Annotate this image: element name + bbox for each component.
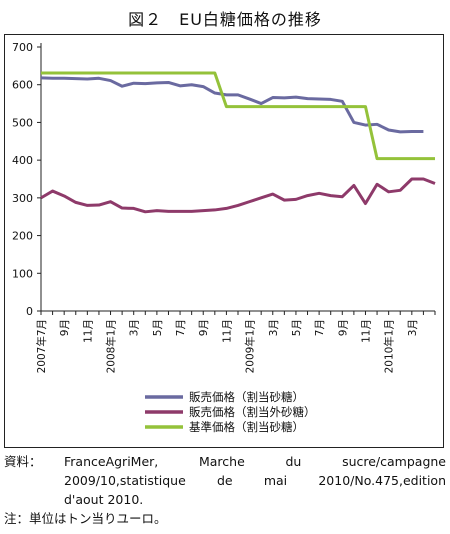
x-tick-label: 5月 [291, 319, 303, 336]
x-tick-label: 7月 [314, 319, 326, 336]
source-note-line2: 2009/10,statistique de mai 2010/No.475,e… [4, 471, 446, 490]
y-tick-label: 400 [12, 154, 33, 167]
source-text-1: FranceAgriMer, Marche du sucre/campagne [64, 454, 446, 469]
x-tick-label: 7月 [175, 319, 187, 336]
source-note-line1: 資料： FranceAgriMer, Marche du sucre/campag… [4, 452, 446, 471]
x-tick-label: 3月 [407, 319, 419, 336]
series-line-1 [40, 76, 424, 134]
y-tick-label: 0 [26, 305, 33, 318]
x-tick-label: 11月 [221, 319, 233, 343]
x-tick-label: 3月 [268, 319, 280, 336]
y-tick-label: 600 [12, 79, 33, 92]
legend-label-2: 販売価格（割当外砂糖） [189, 405, 316, 419]
series-line-3 [41, 71, 435, 161]
y-tick-label: 200 [12, 230, 33, 243]
series-line-2 [40, 177, 436, 214]
y-tick-label: 300 [12, 192, 33, 205]
unit-note: 注：単位はトン当りユーロ。 [4, 511, 167, 526]
x-tick-label: 11月 [360, 319, 372, 343]
x-tick-label: 2008年1月 [105, 319, 118, 373]
x-tick-label: 3月 [129, 319, 141, 336]
source-note-line3: d'aout 2010. [64, 492, 144, 507]
legend-label-1: 販売価格（割当砂糖） [189, 390, 304, 404]
source-label: 資料： [4, 454, 42, 469]
legend-label-3: 基準価格（割当砂糖） [189, 420, 304, 434]
figure-title: 図２ EU白糖価格の推移 [128, 10, 322, 29]
y-tick-label: 100 [12, 267, 33, 280]
x-tick-label: 9月 [59, 319, 71, 336]
chart-frame: 0 100 200 300 400 500 600 700 2007年7月 9月 11月 2008年1… [4, 34, 444, 448]
y-tick-label: 500 [12, 116, 33, 129]
x-tick-label: 9月 [198, 319, 210, 336]
x-tick-label: 5月 [152, 319, 164, 336]
x-tick-label: 2007年7月 [35, 319, 48, 373]
line-chart: 0 100 200 300 400 500 600 700 2007年7月 9月 11月 2008年1… [12, 41, 436, 434]
x-tick-label: 9月 [337, 319, 349, 336]
y-tick-label: 700 [12, 41, 33, 54]
chart-notes: 資料： FranceAgriMer, Marche du sucre/campag… [4, 452, 446, 528]
x-tick-label: 2010年1月 [383, 319, 396, 373]
source-text-2: 2009/10,statistique de mai 2010/No.475,e… [64, 473, 446, 488]
x-tick-label: 2009年1月 [244, 319, 257, 373]
x-tick-label: 11月 [82, 319, 94, 343]
